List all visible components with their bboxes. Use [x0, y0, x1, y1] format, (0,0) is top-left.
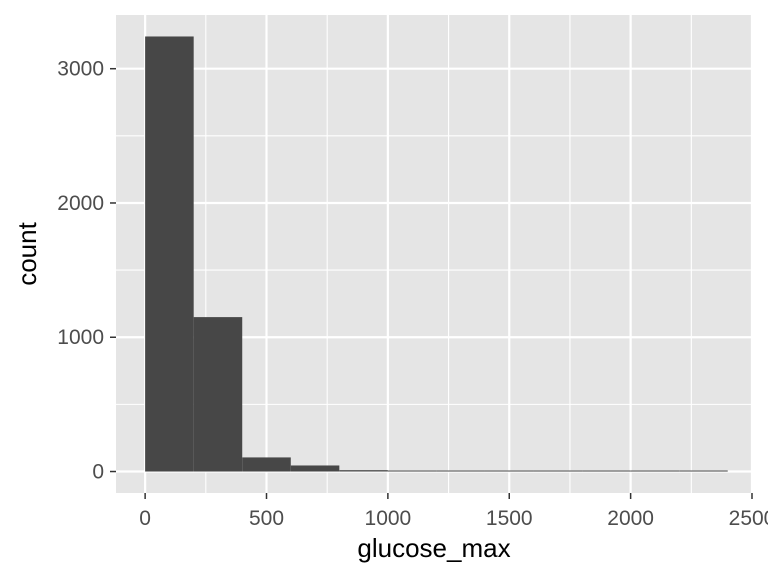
- x-axis-title: glucose_max: [357, 533, 510, 563]
- histogram-bar-7: [484, 470, 534, 472]
- histogram-bar-5: [387, 470, 437, 472]
- bars: [145, 36, 728, 472]
- grid-minor: [116, 15, 752, 493]
- y-axis-title: count: [12, 221, 42, 285]
- x-tick-label: 1000: [365, 507, 412, 530]
- y-axis: 0 1000 2000 3000: [57, 58, 116, 484]
- y-tick-label: 3000: [57, 58, 104, 81]
- histogram-bar-10: [630, 470, 680, 472]
- histogram-bar-9: [582, 470, 631, 472]
- y-tick-label: 2000: [57, 192, 104, 215]
- histogram-bar-0: [145, 36, 194, 472]
- histogram-bar-3: [290, 465, 340, 472]
- x-tick-label: 500: [249, 507, 284, 530]
- x-tick-label: 1500: [486, 507, 533, 530]
- y-tick-label: 0: [92, 461, 104, 484]
- histogram-bar-2: [242, 457, 291, 472]
- histogram-bar-8: [533, 470, 583, 472]
- histogram-bar-1: [193, 317, 243, 472]
- histogram-bar-11: [679, 470, 728, 472]
- histogram-bar-4: [339, 470, 388, 472]
- histogram-bar-6: [436, 470, 485, 472]
- x-tick-label: 0: [139, 507, 151, 530]
- x-tick-label: 2000: [607, 507, 654, 530]
- y-tick-label: 1000: [57, 326, 104, 349]
